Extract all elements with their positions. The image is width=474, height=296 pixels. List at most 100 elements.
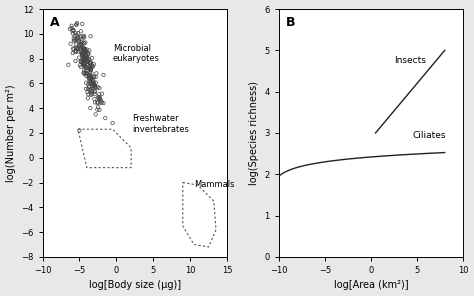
Point bbox=[92, 80, 100, 85]
Point bbox=[96, 96, 103, 101]
Point bbox=[90, 80, 98, 85]
Point bbox=[87, 60, 95, 65]
Point bbox=[90, 75, 98, 79]
Point bbox=[83, 59, 91, 63]
Point bbox=[93, 107, 101, 112]
Point bbox=[70, 28, 77, 32]
Point bbox=[73, 42, 80, 47]
Point bbox=[81, 50, 89, 55]
Point bbox=[81, 60, 89, 65]
Point bbox=[69, 46, 77, 51]
Point bbox=[74, 49, 82, 54]
Point bbox=[86, 61, 93, 65]
Point bbox=[87, 67, 95, 72]
Point bbox=[89, 64, 96, 68]
Point bbox=[95, 92, 103, 96]
Point bbox=[85, 84, 93, 89]
Point bbox=[77, 44, 85, 49]
Point bbox=[85, 73, 92, 78]
Point bbox=[81, 46, 88, 51]
Point bbox=[87, 75, 95, 80]
Point bbox=[85, 75, 92, 80]
Point bbox=[92, 112, 100, 117]
Text: Microbial
eukaryotes: Microbial eukaryotes bbox=[113, 44, 160, 63]
Point bbox=[79, 53, 86, 58]
Point bbox=[87, 34, 94, 39]
Point bbox=[85, 57, 92, 61]
Point bbox=[92, 71, 100, 76]
Point bbox=[81, 65, 88, 69]
Point bbox=[86, 78, 93, 83]
Point bbox=[81, 57, 89, 61]
Point bbox=[88, 63, 96, 67]
Point bbox=[89, 78, 97, 82]
Point bbox=[109, 121, 117, 126]
Point bbox=[85, 48, 93, 53]
Point bbox=[75, 55, 83, 60]
Point bbox=[90, 75, 98, 79]
Point bbox=[73, 22, 81, 27]
Point bbox=[72, 31, 79, 36]
Point bbox=[86, 67, 93, 72]
Point bbox=[72, 50, 79, 54]
Text: Insects: Insects bbox=[394, 56, 426, 65]
Point bbox=[74, 45, 82, 50]
Point bbox=[71, 38, 78, 43]
Point bbox=[101, 116, 109, 120]
Point bbox=[83, 55, 91, 59]
Point bbox=[86, 71, 94, 75]
Point bbox=[79, 22, 86, 26]
Point bbox=[70, 28, 77, 33]
Point bbox=[73, 37, 81, 41]
Point bbox=[84, 90, 91, 94]
Point bbox=[76, 47, 84, 52]
Point bbox=[73, 32, 80, 37]
Point bbox=[85, 73, 92, 78]
Point bbox=[98, 100, 106, 105]
Point bbox=[94, 105, 102, 110]
Point bbox=[69, 28, 76, 33]
Point bbox=[70, 36, 77, 41]
Text: Mammals: Mammals bbox=[194, 180, 234, 189]
Point bbox=[73, 49, 80, 53]
Point bbox=[97, 98, 105, 103]
Point bbox=[87, 75, 95, 79]
Point bbox=[96, 107, 103, 112]
Point bbox=[87, 61, 94, 66]
Point bbox=[76, 63, 84, 67]
Point bbox=[82, 53, 90, 58]
Point bbox=[81, 54, 89, 58]
Point bbox=[87, 106, 94, 110]
Point bbox=[80, 70, 88, 75]
Point bbox=[82, 58, 90, 62]
Point bbox=[82, 55, 89, 60]
Point bbox=[81, 64, 89, 68]
Point bbox=[80, 47, 88, 52]
Point bbox=[83, 47, 91, 52]
Point bbox=[96, 86, 103, 91]
Point bbox=[85, 65, 93, 70]
Point bbox=[91, 88, 99, 93]
Point bbox=[91, 82, 98, 87]
Point bbox=[79, 55, 87, 60]
Point bbox=[87, 67, 94, 72]
Point bbox=[80, 41, 88, 46]
Point bbox=[91, 92, 99, 96]
Point bbox=[91, 97, 98, 102]
Point bbox=[82, 74, 90, 78]
Point bbox=[75, 43, 82, 48]
Point bbox=[81, 34, 88, 38]
Point bbox=[77, 65, 85, 69]
Point bbox=[77, 41, 84, 46]
Point bbox=[78, 51, 85, 55]
Point bbox=[88, 81, 95, 86]
Point bbox=[81, 58, 88, 62]
Point bbox=[77, 39, 84, 44]
Point bbox=[82, 49, 90, 54]
Point bbox=[83, 65, 91, 70]
Point bbox=[84, 52, 92, 57]
Point bbox=[95, 95, 103, 99]
Point bbox=[89, 64, 97, 69]
Point bbox=[100, 73, 107, 77]
Point bbox=[98, 91, 106, 96]
